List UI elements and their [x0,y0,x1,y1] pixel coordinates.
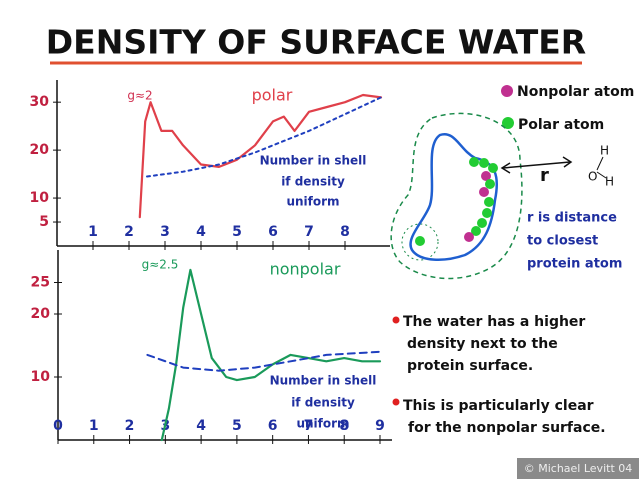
water-atom: H [605,175,614,189]
x-tick-label: 7 [304,224,314,240]
polar-atom [479,158,489,168]
diagram-note: to closest [527,234,598,249]
bullet-dot [392,398,400,406]
polar-atom [488,163,498,173]
series-line [160,268,382,442]
polar-atom [415,236,425,246]
nonpolar-atom [464,232,474,242]
x-tick-label: 9 [375,418,385,434]
bullet-dot [392,316,400,324]
series-line [146,350,381,372]
series-line [138,93,383,219]
annotation: polar [252,86,293,105]
x-tick-label: 4 [196,224,206,240]
legend-label: Polar atom [518,117,604,133]
annotation: g≈2.5 [142,258,179,272]
x-tick-label: 1 [89,418,99,434]
y-tick-label: 10 [31,369,51,385]
x-tick-label: 8 [339,418,349,434]
polar-atom [469,157,479,167]
nonpolar-atom [481,171,491,181]
r-label: r [540,165,549,186]
polar-atom [485,179,495,189]
atoms [415,157,498,246]
water-shell [390,112,523,280]
y-tick-label: 20 [31,306,51,322]
annotation: nonpolar [270,260,341,279]
y-tick-label: 25 [31,275,50,291]
annotation: if density [281,175,345,189]
water-atom: H [600,144,609,158]
distance-arrow [502,161,571,169]
x-tick-label: 3 [160,224,170,240]
annotation: uniform [286,195,339,209]
x-tick-label: 4 [196,418,206,434]
x-tick-label: 0 [53,418,63,434]
polar-atom [471,226,481,236]
water-bonds [596,156,607,179]
x-tick-label: 6 [268,224,278,240]
copyright-box [517,458,639,479]
series-line [146,96,382,178]
x-tick-label: 5 [232,418,242,434]
bullet-text: protein surface. [407,358,533,374]
polar-atom [482,208,492,218]
bullet-text: for the nonpolar surface. [408,420,606,436]
legend-dot [502,117,514,129]
y-tick-label: 10 [30,190,50,206]
polar-atom [484,197,494,207]
legend-label: Nonpolar atom [517,84,634,100]
y-tick-label: 30 [30,94,50,110]
polar-atom [477,218,487,228]
x-tick-label: 8 [340,224,350,240]
annotation: uniform [296,417,349,431]
annotation: g≈2 [127,89,152,103]
bullet-text: density next to the [407,336,558,352]
annotation: Number in shell [260,154,367,168]
nonpolar-atom [479,187,489,197]
bullet-text: This is particularly clear [403,398,594,414]
y-tick-label: 5 [39,214,49,230]
x-tick-label: 2 [124,224,134,240]
x-tick-label: 6 [268,418,278,434]
diagram-note: protein atom [527,257,622,272]
copyright: © Michael Levitt 04 [524,462,633,475]
bullet-text: The water has a higher [403,314,585,330]
diagram-note: r is distance [527,211,617,226]
arrow-heads [500,156,573,174]
annotation: Number in shell [270,374,377,388]
legend-dot [501,85,513,97]
y-tick-label: 20 [30,142,50,158]
x-tick-label: 2 [125,418,135,434]
annotation: if density [291,396,355,410]
x-tick-label: 7 [304,418,314,434]
water-atom: O [588,170,597,184]
slide-title: DENSITY OF SURFACE WATER [46,23,586,62]
x-tick-label: 5 [232,224,242,240]
x-tick-label: 1 [88,224,98,240]
atom-shell [401,223,439,261]
